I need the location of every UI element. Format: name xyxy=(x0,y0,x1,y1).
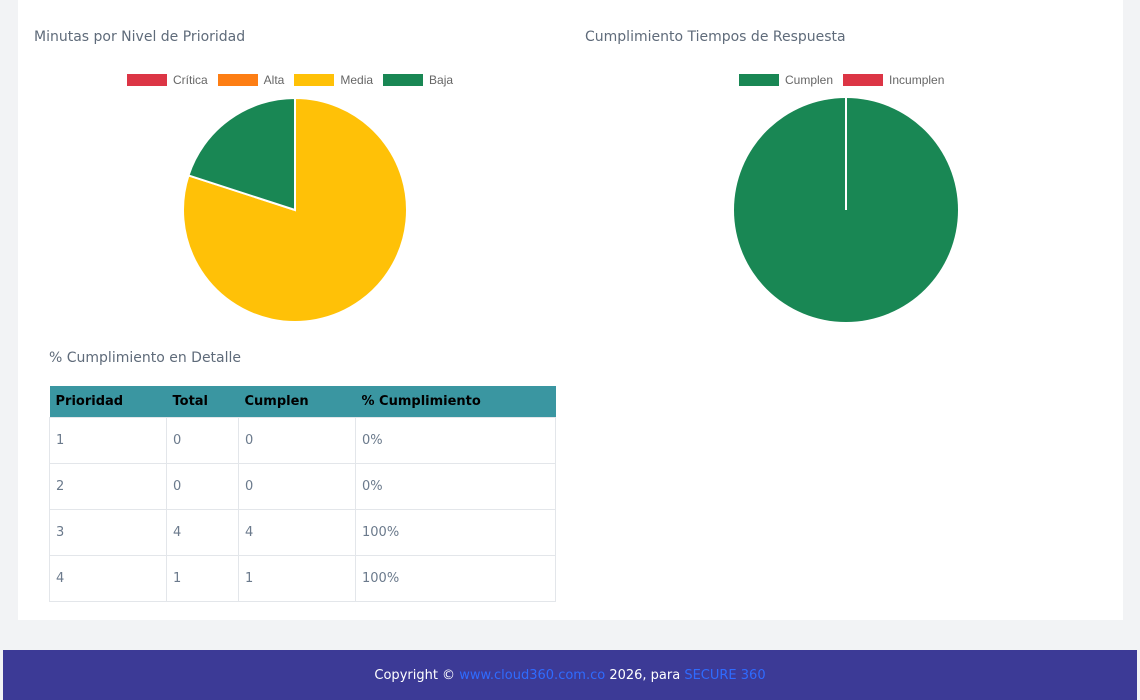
cell-cumplimiento: 100% xyxy=(355,555,556,602)
legend-swatch xyxy=(127,74,167,86)
cell-total: 0 xyxy=(166,463,239,510)
header-cumplimiento: % Cumplimiento xyxy=(355,386,556,418)
compliance-pie-chart xyxy=(734,98,958,322)
table-row: 2 0 0 0% xyxy=(49,463,556,510)
table-row: 3 4 4 100% xyxy=(49,509,556,556)
footer-copyright-prefix: Copyright © xyxy=(374,667,460,683)
cell-cumplen: 0 xyxy=(238,417,356,464)
cell-prioridad: 4 xyxy=(49,555,167,602)
cell-cumplen: 0 xyxy=(238,463,356,510)
legend-label: Alta xyxy=(263,73,285,87)
legend-label: Media xyxy=(340,73,374,87)
table-row: 4 1 1 100% xyxy=(49,555,556,602)
legend-swatch xyxy=(217,74,258,86)
cell-prioridad: 3 xyxy=(49,509,167,556)
footer-website-link[interactable]: www.cloud360.com.co xyxy=(459,667,606,683)
legend-item-baja[interactable]: Baja xyxy=(383,73,453,87)
cell-prioridad: 2 xyxy=(49,463,167,510)
priority-chart-title: Minutas por Nivel de Prioridad xyxy=(34,29,246,45)
cell-cumplen: 1 xyxy=(238,555,356,602)
header-cumplen: Cumplen xyxy=(238,386,356,418)
table-header-row: Prioridad Total Cumplen % Cumplimiento xyxy=(49,386,556,418)
compliance-detail-table: Prioridad Total Cumplen % Cumplimiento 1… xyxy=(49,386,556,602)
header-total: Total xyxy=(166,386,239,418)
legend-label: Cumplen xyxy=(785,73,834,87)
legend-swatch xyxy=(383,74,424,86)
table-row: 1 0 0 0% xyxy=(49,417,556,464)
compliance-chart-legend: Cumplen Incumplen xyxy=(739,73,954,87)
cell-total: 1 xyxy=(166,555,239,602)
cell-prioridad: 1 xyxy=(49,417,167,464)
legend-item-critica[interactable]: Crítica xyxy=(127,73,208,87)
cell-cumplen: 4 xyxy=(238,509,356,556)
legend-label: Crítica xyxy=(173,73,208,87)
priority-pie-chart xyxy=(182,96,408,323)
cell-cumplimiento: 100% xyxy=(355,509,556,556)
legend-swatch xyxy=(843,74,884,86)
legend-item-media[interactable]: Media xyxy=(294,73,373,87)
cell-cumplimiento: 0% xyxy=(355,463,556,510)
pie-slice-baja[interactable] xyxy=(187,96,296,212)
legend-swatch xyxy=(294,74,335,86)
footer-brand-link[interactable]: SECURE 360 xyxy=(684,667,766,683)
legend-item-incumplen[interactable]: Incumplen xyxy=(843,73,944,87)
legend-label: Baja xyxy=(429,73,454,87)
cell-total: 0 xyxy=(166,417,239,464)
header-prioridad: Prioridad xyxy=(49,386,167,418)
legend-swatch xyxy=(739,74,779,86)
dashboard-card: Minutas por Nivel de Prioridad Crítica Al… xyxy=(18,0,1123,620)
legend-label: Incumplen xyxy=(889,73,945,87)
compliance-chart-title: Cumplimiento Tiempos de Respuesta xyxy=(585,29,846,45)
priority-chart-legend: Crítica Alta Media Baja xyxy=(127,73,463,87)
cell-total: 4 xyxy=(166,509,239,556)
detail-table-title: % Cumplimiento en Detalle xyxy=(49,350,242,366)
legend-item-alta[interactable]: Alta xyxy=(217,73,285,87)
legend-item-cumplen[interactable]: Cumplen xyxy=(739,73,833,87)
cell-cumplimiento: 0% xyxy=(355,417,556,464)
footer: Copyright © www.cloud360.com.co 2026, pa… xyxy=(3,650,1137,700)
footer-copyright-middle: 2026, para xyxy=(605,667,685,683)
